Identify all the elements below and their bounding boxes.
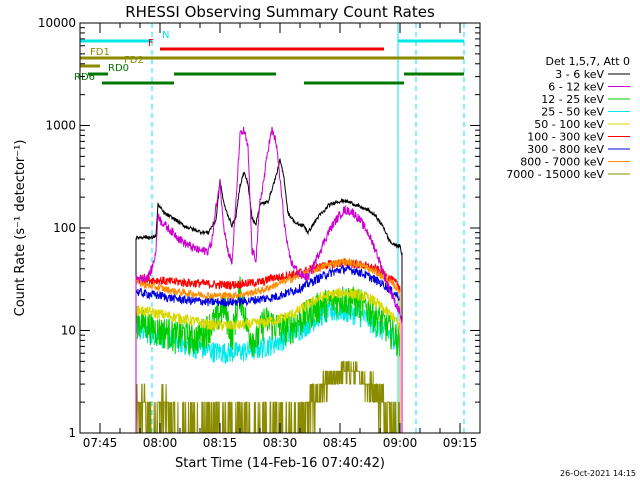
- x-tick-label-6: 09:15: [443, 436, 478, 450]
- legend-label-5: 100 - 300 keV: [527, 131, 604, 144]
- state-label-fd1: FD1: [90, 47, 110, 58]
- legend-label-8: 7000 - 15000 keV: [506, 168, 604, 181]
- x-tick-label-1: 08:00: [143, 436, 178, 450]
- state-label-rd6: RD6: [74, 72, 95, 83]
- state-label-rd0: RD0: [108, 63, 129, 74]
- x-tick-label-0: 07:45: [83, 436, 118, 450]
- x-axis-label: Start Time (14-Feb-16 07:40:42): [175, 456, 385, 471]
- series-6-12keV-line: [135, 126, 403, 433]
- series-300-800keV-line: [135, 263, 401, 433]
- y-tick-label-1: 10: [61, 324, 76, 338]
- y-tick-label-0: 1: [68, 426, 76, 440]
- legend-label-1: 6 - 12 keV: [548, 81, 604, 94]
- series-800-7000keV-line: [135, 257, 401, 433]
- series-3-6keV-line: [135, 158, 403, 433]
- chart-title: RHESSI Observing Summary Count Rates: [125, 3, 435, 21]
- legend-label-0: 3 - 6 keV: [555, 68, 604, 81]
- legend-label-2: 12 - 25 keV: [541, 93, 604, 106]
- series-50-100keV-line: [135, 287, 401, 433]
- legend-label-3: 25 - 50 keV: [541, 106, 604, 119]
- legend-label-6: 300 - 800 keV: [527, 143, 604, 156]
- timestamp: 26-Oct-2021 14:15: [560, 469, 636, 478]
- state-label-fd2: FD2: [124, 55, 144, 66]
- legend-label-4: 50 - 100 keV: [534, 118, 604, 131]
- y-tick-label-2: 100: [53, 221, 76, 235]
- y-axis-label: Count Rate (s⁻¹ detector⁻¹): [13, 140, 28, 317]
- legend-header: Det 1,5,7, Att 0: [546, 55, 630, 68]
- y-tick-label-4: 10000: [38, 16, 76, 30]
- x-tick-label-4: 08:45: [323, 436, 358, 450]
- x-tick-label-3: 08:30: [263, 436, 298, 450]
- legend-label-7: 800 - 7000 keV: [520, 156, 604, 169]
- y-tick-label-3: 1000: [45, 119, 76, 133]
- x-tick-label-2: 08:15: [203, 436, 238, 450]
- state-label-n: N: [162, 30, 169, 41]
- x-tick-label-5: 09:00: [383, 436, 418, 450]
- state-label-f: F: [148, 38, 154, 49]
- axes: 1 10 100 1000 10000 07:45 08:00 08:15 08:30 08:45…: [38, 16, 481, 450]
